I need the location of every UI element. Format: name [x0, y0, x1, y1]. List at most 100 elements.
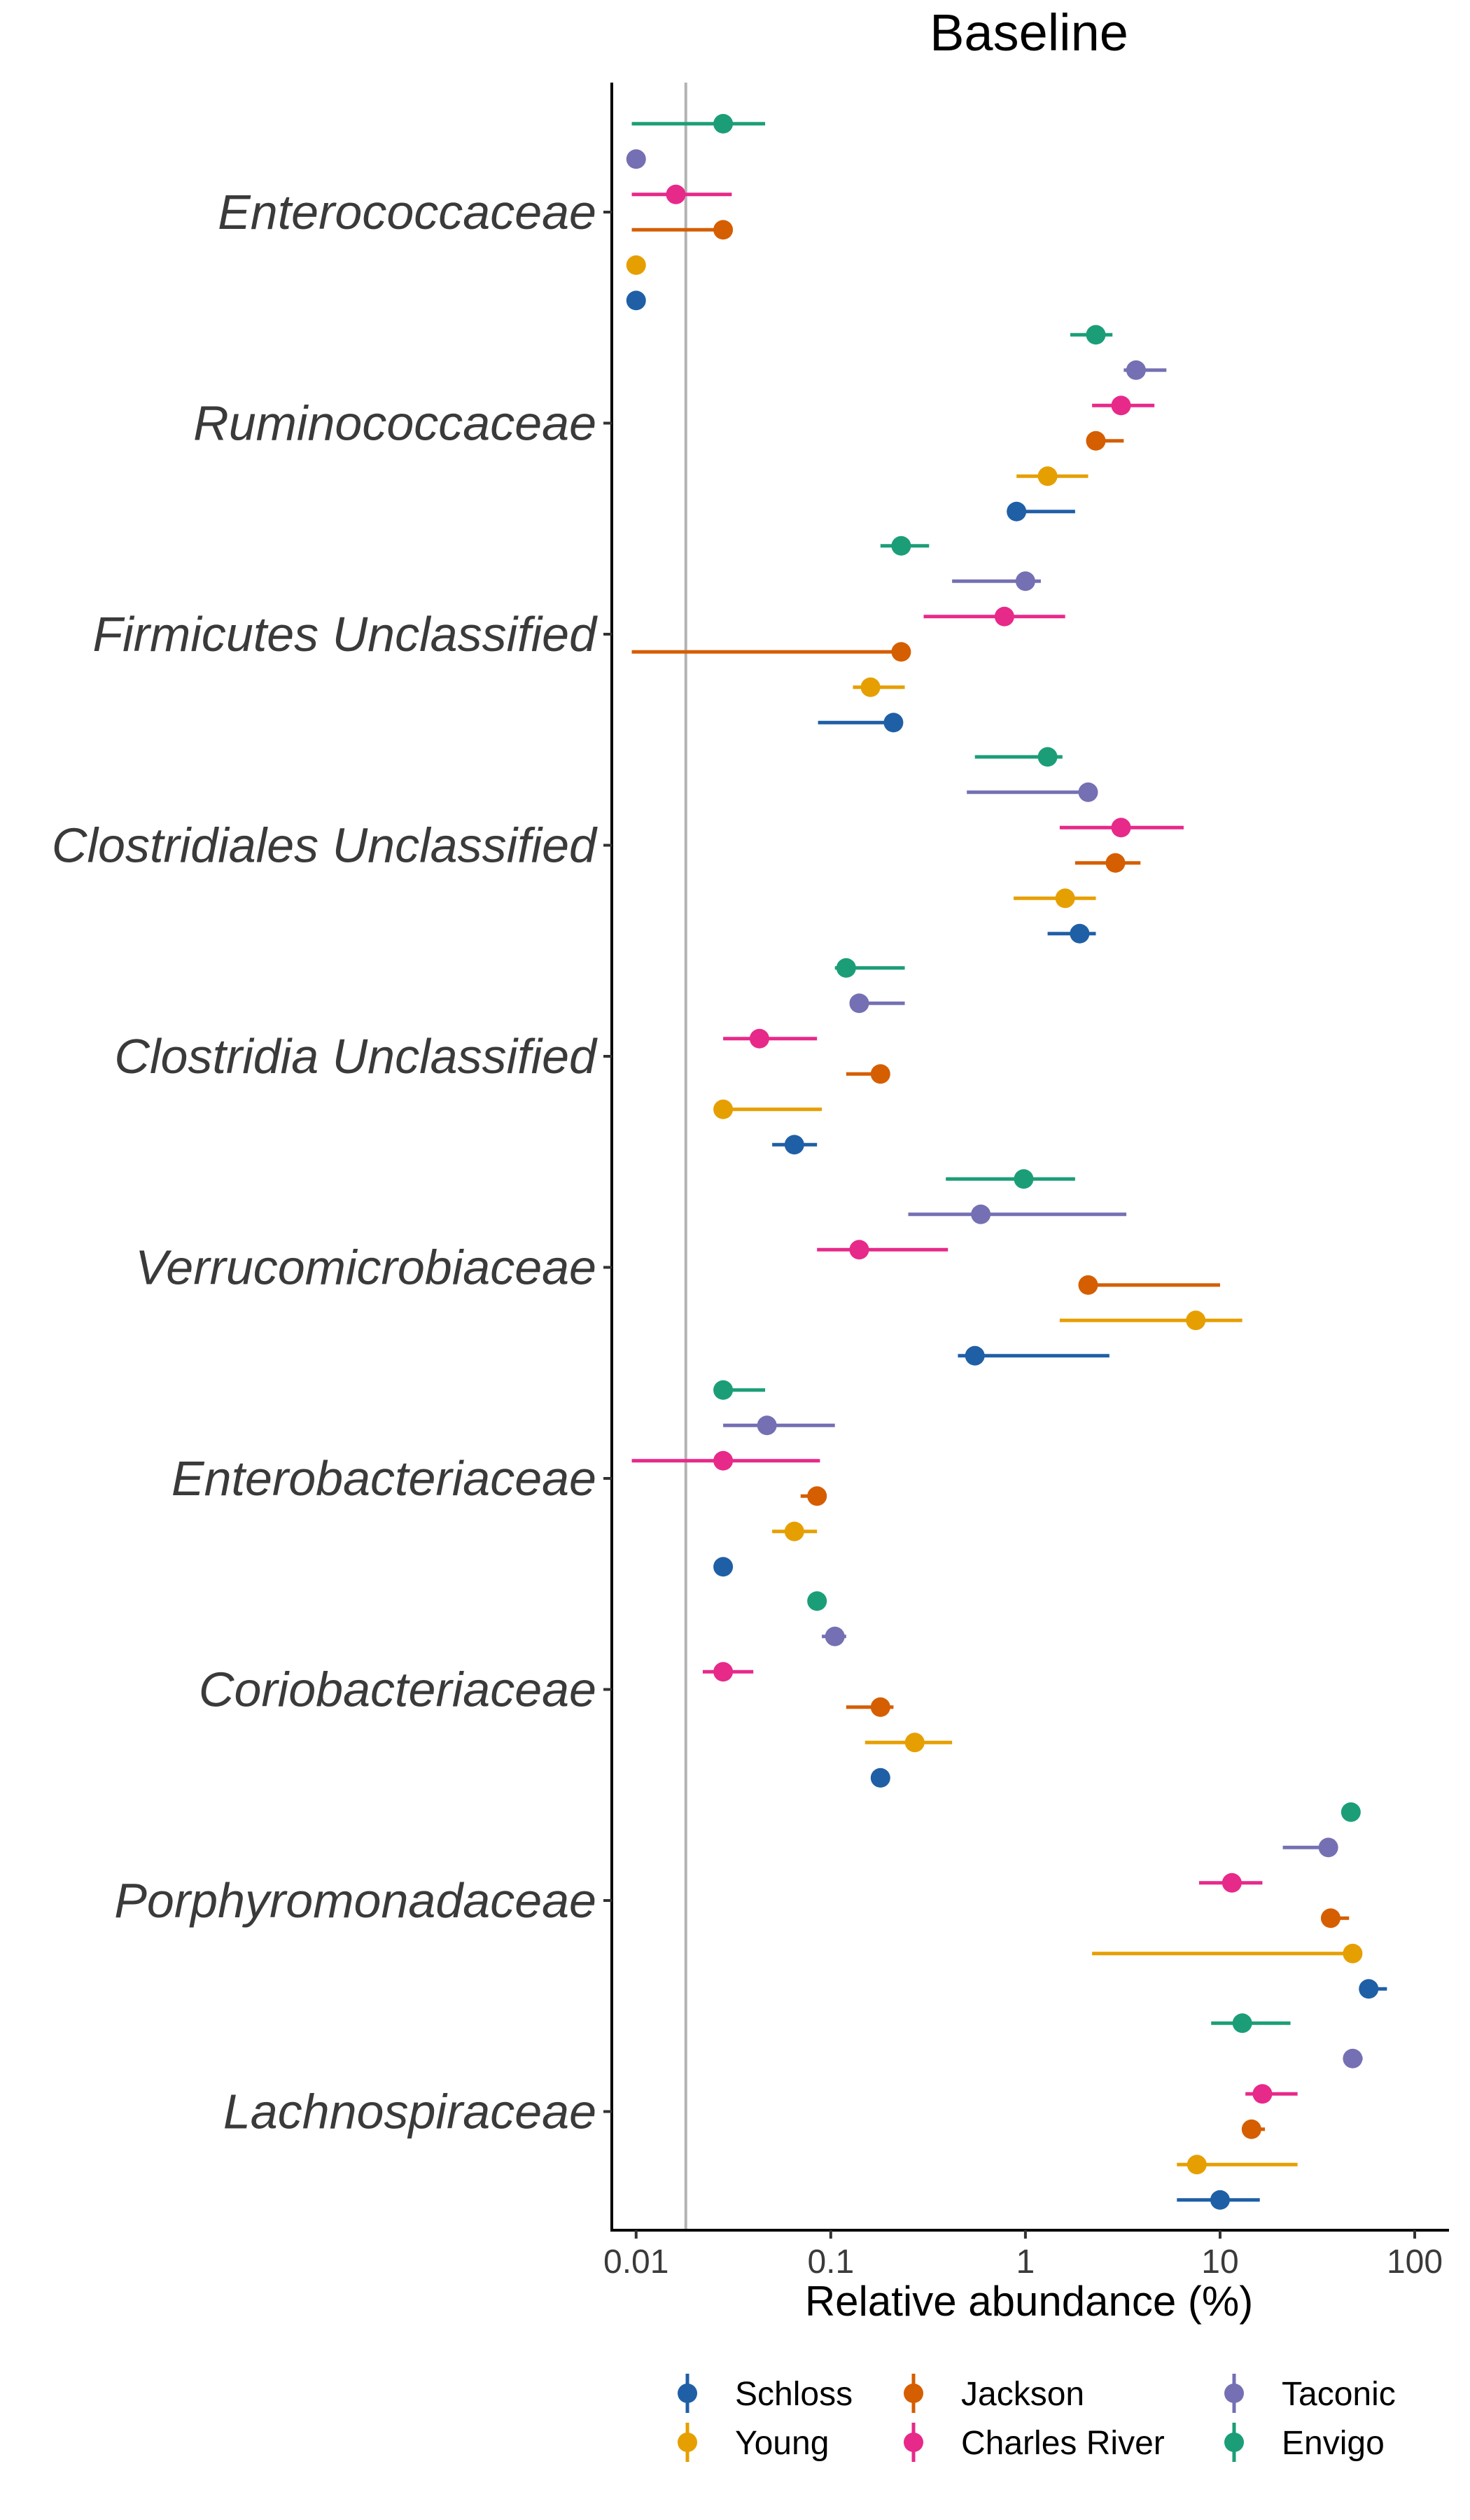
point-schloss-ruminococcaceae: [1007, 501, 1027, 522]
point-envigo-ruminococcaceae: [1086, 325, 1106, 345]
category-label-ruminococcaceae: Ruminococcaceae: [193, 396, 596, 451]
point-jackson-clostridia-unclassified: [870, 1064, 890, 1084]
point-charles-river-porphyromonadaceae: [1222, 1872, 1242, 1893]
point-young-firmicutes-unclassified: [860, 677, 881, 697]
legend-label-young: Young: [735, 2425, 829, 2462]
category-label-enterobacteriaceae: Enterobacteriaceae: [172, 1451, 596, 1506]
point-schloss-coriobacteriaceae: [870, 1768, 890, 1788]
point-charles-river-lachnospiraceae: [1252, 2084, 1273, 2104]
point-envigo-lachnospiraceae: [1232, 2013, 1252, 2033]
point-young-clostridiales-unclassified: [1055, 888, 1075, 909]
point-jackson-firmicutes-unclassified: [891, 642, 911, 662]
legend-item-jackson: Jackson: [904, 2374, 1084, 2413]
chart-title: Baseline: [930, 4, 1128, 62]
point-envigo-firmicutes-unclassified: [891, 536, 911, 556]
point-taconic-clostridiales-unclassified: [1078, 782, 1098, 802]
legend-label-taconic: Taconic: [1282, 2376, 1396, 2413]
x-tick-label-1: 1: [1016, 2244, 1035, 2281]
point-jackson-ruminococcaceae: [1086, 430, 1106, 451]
legend-key-point-charles-river: [904, 2432, 923, 2452]
series-charles-river: [631, 184, 1298, 2104]
series-taconic: [626, 149, 1363, 2068]
point-charles-river-clostridia-unclassified: [749, 1028, 769, 1049]
legend-item-charles-river: Charles River: [904, 2423, 1165, 2462]
point-charles-river-coriobacteriaceae: [713, 1662, 734, 1682]
legend-item-envigo: Envigo: [1224, 2423, 1385, 2462]
point-jackson-enterobacteriaceae: [807, 1486, 827, 1506]
point-jackson-coriobacteriaceae: [870, 1697, 890, 1717]
point-schloss-firmicutes-unclassified: [883, 713, 904, 733]
point-young-coriobacteriaceae: [904, 1732, 925, 1753]
category-label-porphyromonadaceae: Porphyromonadaceae: [114, 1873, 596, 1928]
point-schloss-verrucomicrobiaceae: [965, 1345, 985, 1366]
legend-key-point-jackson: [904, 2384, 923, 2403]
point-jackson-clostridiales-unclassified: [1105, 853, 1126, 873]
y-axis-ticks: [603, 211, 612, 2113]
point-young-enterococcaceae: [626, 255, 646, 275]
legend-label-charles-river: Charles River: [961, 2425, 1165, 2462]
point-young-porphyromonadaceae: [1343, 1943, 1363, 1963]
point-taconic-lachnospiraceae: [1343, 2048, 1363, 2068]
category-labels: Enterococcaceae Ruminococcaceae Firmicutes…: [52, 185, 598, 2139]
point-taconic-firmicutes-unclassified: [1015, 571, 1035, 592]
point-envigo-enterobacteriaceae: [713, 1380, 734, 1400]
point-young-verrucomicrobiaceae: [1186, 1310, 1206, 1331]
point-schloss-clostridia-unclassified: [784, 1135, 804, 1155]
x-tick-label-100: 100: [1387, 2244, 1443, 2281]
category-label-firmicutes-unclassified: Firmicutes Unclassified: [92, 607, 598, 662]
legend: Schloss Young Jackson Charles River Taconic E…: [678, 2374, 1396, 2462]
series-schloss: [626, 290, 1387, 2210]
point-young-enterobacteriaceae: [784, 1521, 804, 1541]
point-envigo-enterococcaceae: [713, 113, 734, 134]
point-schloss-enterococcaceae: [626, 290, 646, 311]
point-charles-river-enterobacteriaceae: [713, 1450, 734, 1471]
point-taconic-verrucomicrobiaceae: [971, 1204, 991, 1224]
point-taconic-enterococcaceae: [626, 149, 646, 169]
point-envigo-porphyromonadaceae: [1340, 1802, 1361, 1822]
point-schloss-enterobacteriaceae: [713, 1557, 734, 1577]
point-taconic-clostridia-unclassified: [849, 993, 869, 1014]
point-taconic-enterobacteriaceae: [757, 1415, 777, 1436]
x-axis-ticks: 0.01 0.1 1 10 100: [603, 2230, 1443, 2281]
point-charles-river-firmicutes-unclassified: [994, 606, 1014, 626]
legend-key-point-envigo: [1224, 2432, 1244, 2452]
category-label-lachnospiraceae: Lachnospiraceae: [223, 2085, 596, 2139]
legend-item-young: Young: [678, 2423, 829, 2462]
legend-label-envigo: Envigo: [1282, 2425, 1385, 2462]
point-taconic-ruminococcaceae: [1126, 360, 1146, 380]
legend-key-point-taconic: [1224, 2384, 1244, 2403]
point-charles-river-clostridiales-unclassified: [1111, 818, 1131, 838]
point-envigo-verrucomicrobiaceae: [1014, 1169, 1034, 1189]
point-charles-river-ruminococcaceae: [1111, 396, 1131, 416]
point-taconic-porphyromonadaceae: [1318, 1837, 1338, 1858]
category-label-verrucomicrobiaceae: Verrucomicrobiaceae: [135, 1240, 596, 1295]
point-envigo-clostridiales-unclassified: [1037, 747, 1058, 767]
point-jackson-lachnospiraceae: [1241, 2119, 1261, 2139]
point-young-lachnospiraceae: [1186, 2155, 1207, 2175]
category-label-clostridiales-unclassified: Clostridiales Unclassified: [52, 818, 598, 873]
series-envigo: [631, 113, 1361, 2033]
point-charles-river-enterococcaceae: [666, 184, 686, 204]
x-tick-label-10: 10: [1201, 2244, 1238, 2281]
category-label-enterococcaceae: Enterococcaceae: [218, 185, 596, 239]
series-jackson: [631, 220, 1350, 2139]
legend-key-point-young: [678, 2432, 697, 2452]
category-label-clostridia-unclassified: Clostridia Unclassified: [114, 1029, 598, 1084]
point-envigo-clostridia-unclassified: [836, 958, 856, 978]
point-schloss-porphyromonadaceae: [1359, 1979, 1379, 1999]
legend-label-schloss: Schloss: [735, 2376, 853, 2413]
point-taconic-coriobacteriaceae: [825, 1626, 845, 1646]
data-marks: [626, 113, 1387, 2210]
legend-item-taconic: Taconic: [1224, 2374, 1396, 2413]
point-schloss-lachnospiraceae: [1210, 2190, 1230, 2210]
legend-key-point-schloss: [678, 2384, 697, 2403]
point-schloss-clostridiales-unclassified: [1070, 923, 1090, 944]
x-tick-label-0-1: 0.1: [807, 2244, 854, 2281]
point-jackson-verrucomicrobiaceae: [1078, 1275, 1098, 1295]
legend-label-jackson: Jackson: [961, 2376, 1084, 2413]
point-young-ruminococcaceae: [1037, 466, 1058, 486]
category-label-coriobacteriaceae: Coriobacteriaceae: [199, 1662, 596, 1717]
x-tick-label-0-01: 0.01: [603, 2244, 668, 2281]
point-jackson-enterococcaceae: [713, 220, 734, 240]
